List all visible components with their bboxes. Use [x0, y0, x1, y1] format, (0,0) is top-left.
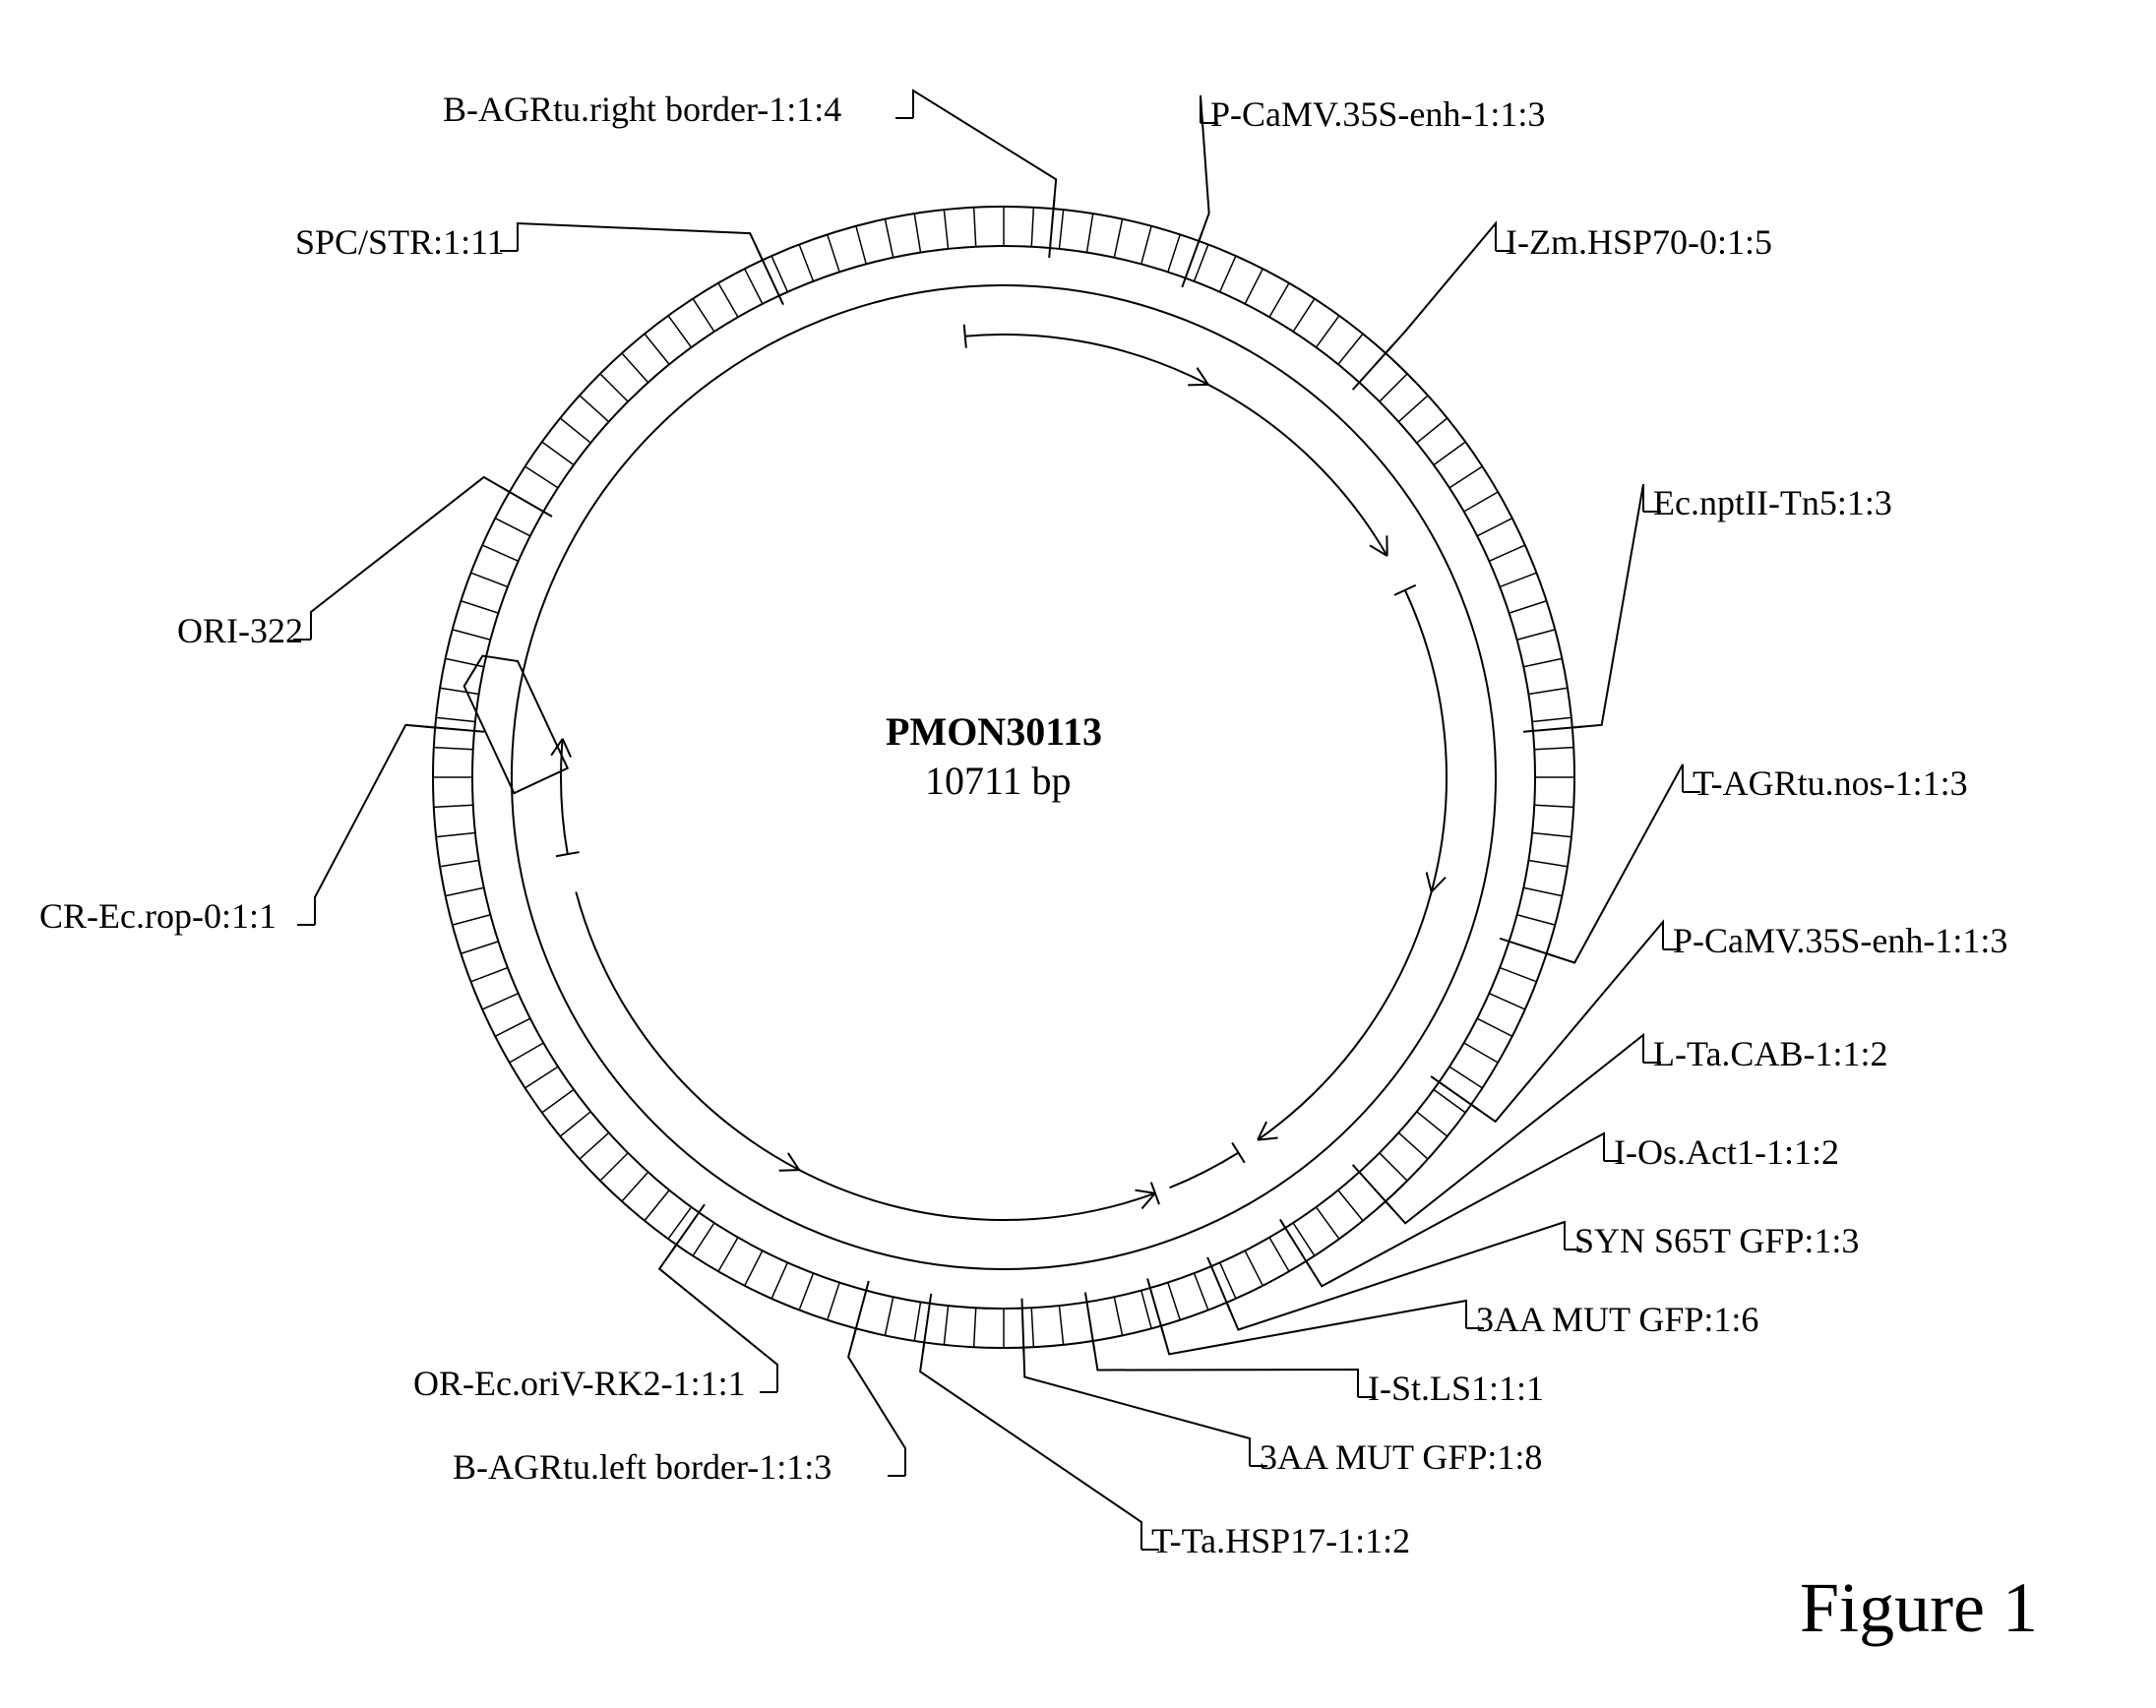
feature-label: OR-Ec.oriV-RK2-1:1:1: [413, 1363, 746, 1404]
feature-label: Ec.nptII-Tn5:1:3: [1653, 482, 1892, 523]
feature-label: CR-Ec.rop-0:1:1: [39, 895, 277, 937]
feature-label: 3AA MUT GFP:1:6: [1476, 1299, 1758, 1340]
feature-label: SYN S65T GFP:1:3: [1574, 1220, 1859, 1261]
feature-label: L-Ta.CAB-1:1:2: [1653, 1033, 1887, 1074]
feature-label: SPC/STR:1:11: [295, 221, 505, 263]
plasmid-name: PMON30113: [886, 708, 1102, 755]
feature-label: T-AGRtu.nos-1:1:3: [1693, 762, 1968, 804]
feature-label: I-St.LS1:1:1: [1368, 1368, 1544, 1409]
plasmid-size: 10711 bp: [925, 758, 1072, 804]
feature-label: ORI-322: [177, 610, 303, 651]
feature-label: I-Os.Act1-1:1:2: [1614, 1131, 1839, 1173]
feature-label: 3AA MUT GFP:1:8: [1260, 1436, 1542, 1478]
feature-label: P-CaMV.35S-enh-1:1:3: [1210, 93, 1545, 135]
feature-label: B-AGRtu.left border-1:1:3: [453, 1446, 832, 1488]
feature-label: T-Ta.HSP17-1:1:2: [1151, 1520, 1410, 1561]
feature-label: B-AGRtu.right border-1:1:4: [443, 89, 841, 130]
feature-label: P-CaMV.35S-enh-1:1:3: [1673, 920, 2007, 961]
figure-label: Figure 1: [1800, 1567, 2038, 1649]
feature-label: I-Zm.HSP70-0:1:5: [1506, 221, 1772, 263]
plasmid-map-container: PMON30113 10711 bp Figure 1 B-AGRtu.righ…: [0, 0, 2156, 1708]
